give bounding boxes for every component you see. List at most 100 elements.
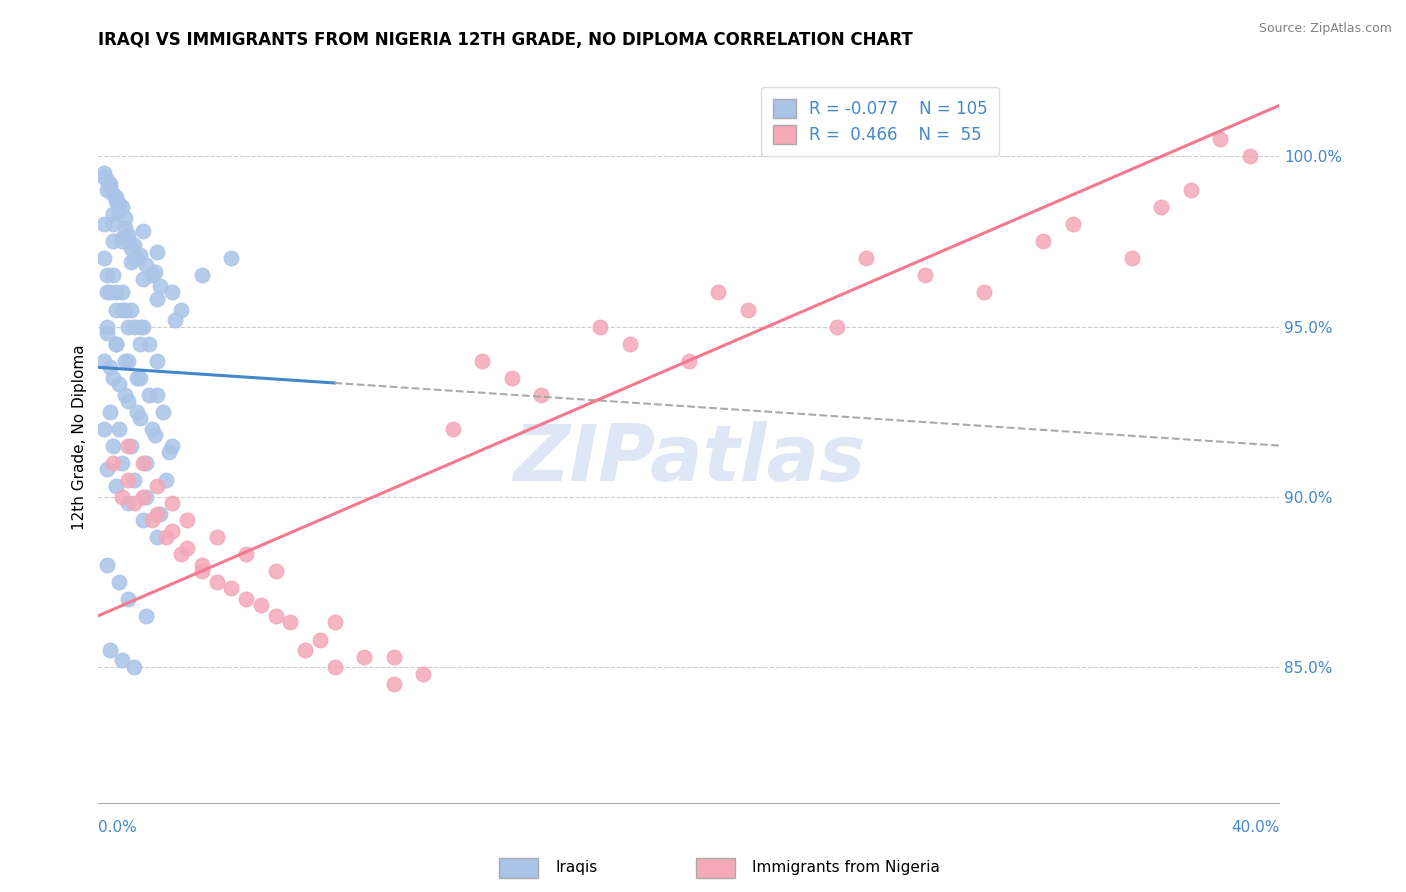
Point — [825, 319, 848, 334]
Point — [114, 353, 136, 368]
Point — [382, 677, 405, 691]
Point — [471, 353, 494, 368]
Point — [93, 421, 115, 435]
Point — [96, 268, 118, 283]
Point — [170, 302, 193, 317]
Point — [93, 169, 115, 184]
Point — [120, 255, 142, 269]
Point — [1239, 149, 1261, 163]
Point — [103, 456, 125, 470]
Point — [114, 211, 136, 225]
Point — [135, 490, 157, 504]
Point — [323, 615, 346, 630]
Point — [103, 207, 125, 221]
Point — [135, 258, 157, 272]
Point — [105, 302, 128, 317]
Point — [135, 456, 157, 470]
Point — [117, 496, 139, 510]
Point — [141, 268, 163, 283]
Point — [353, 649, 375, 664]
Text: ZIPatlas: ZIPatlas — [513, 421, 865, 497]
Point — [235, 591, 257, 606]
Point — [96, 173, 118, 187]
Point — [111, 490, 134, 504]
Point — [103, 186, 125, 201]
Point — [103, 439, 125, 453]
Point — [98, 285, 121, 300]
Point — [111, 653, 134, 667]
Point — [117, 353, 139, 368]
Point — [96, 558, 118, 572]
Point — [132, 224, 155, 238]
Point — [707, 285, 730, 300]
Point — [98, 642, 121, 657]
Point — [1150, 201, 1173, 215]
Point — [138, 387, 160, 401]
Point — [914, 268, 936, 283]
Point — [111, 231, 134, 245]
Point — [117, 319, 139, 334]
Point — [128, 248, 150, 262]
Point — [114, 302, 136, 317]
Point — [412, 666, 434, 681]
Point — [98, 177, 121, 191]
Point — [855, 252, 877, 266]
Point — [117, 227, 139, 242]
Point — [589, 319, 612, 334]
Point — [105, 336, 128, 351]
Point — [141, 421, 163, 435]
Point — [165, 312, 187, 326]
Point — [162, 439, 183, 453]
Text: Source: ZipAtlas.com: Source: ZipAtlas.com — [1258, 22, 1392, 36]
Point — [128, 411, 150, 425]
Point — [143, 428, 166, 442]
Point — [132, 456, 155, 470]
Point — [155, 531, 177, 545]
Point — [176, 541, 198, 555]
Point — [103, 235, 125, 249]
Point — [128, 319, 150, 334]
Point — [105, 194, 128, 208]
Y-axis label: 12th Grade, No Diploma: 12th Grade, No Diploma — [72, 344, 87, 530]
Point — [146, 293, 169, 307]
Point — [146, 244, 169, 259]
Point — [111, 456, 134, 470]
Point — [114, 387, 136, 401]
Point — [114, 220, 136, 235]
Point — [120, 439, 142, 453]
Point — [1062, 218, 1084, 232]
Point — [111, 235, 134, 249]
Point — [93, 218, 115, 232]
Point — [619, 336, 641, 351]
Point — [264, 608, 287, 623]
Point — [111, 285, 134, 300]
Point — [155, 473, 177, 487]
Point — [205, 574, 228, 589]
Point — [250, 599, 273, 613]
Point — [122, 319, 145, 334]
Point — [138, 336, 160, 351]
Point — [530, 387, 553, 401]
Point — [1121, 252, 1143, 266]
Point — [122, 252, 145, 266]
Point — [1209, 132, 1232, 146]
Point — [132, 319, 155, 334]
Point — [108, 421, 131, 435]
Point — [132, 490, 155, 504]
Point — [191, 565, 214, 579]
Text: 0.0%: 0.0% — [98, 821, 138, 835]
Point — [441, 421, 464, 435]
Legend: R = -0.077    N = 105, R =  0.466    N =  55: R = -0.077 N = 105, R = 0.466 N = 55 — [761, 87, 1000, 155]
Point — [501, 370, 523, 384]
Point — [1032, 235, 1054, 249]
Point — [108, 197, 131, 211]
Point — [170, 548, 193, 562]
Point — [221, 582, 243, 596]
Point — [146, 531, 169, 545]
Point — [205, 531, 228, 545]
Point — [98, 360, 121, 375]
Point — [162, 496, 183, 510]
Point — [93, 353, 115, 368]
Point — [191, 268, 214, 283]
Point — [103, 218, 125, 232]
